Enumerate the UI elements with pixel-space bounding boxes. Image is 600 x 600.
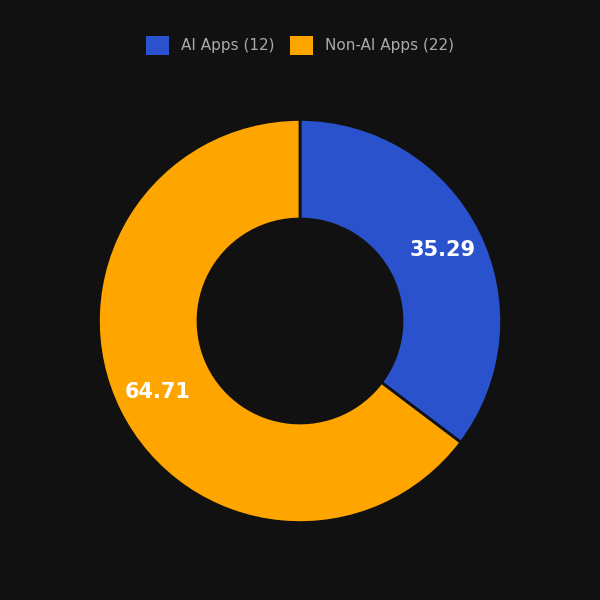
Wedge shape bbox=[98, 119, 461, 523]
Text: 35.29: 35.29 bbox=[409, 240, 476, 260]
Legend: AI Apps (12), Non-AI Apps (22): AI Apps (12), Non-AI Apps (22) bbox=[140, 30, 460, 61]
Text: 64.71: 64.71 bbox=[125, 382, 190, 402]
Wedge shape bbox=[300, 119, 502, 442]
